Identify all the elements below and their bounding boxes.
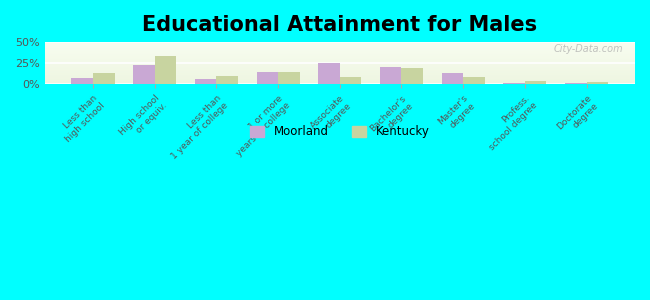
Bar: [45, 44, 635, 45]
Bar: [72, 78, 93, 84]
Bar: [155, 56, 176, 84]
Bar: [216, 76, 238, 84]
Bar: [380, 68, 402, 84]
Bar: [340, 77, 361, 84]
Bar: [45, 61, 635, 62]
Bar: [45, 83, 635, 84]
Bar: [45, 51, 635, 52]
Bar: [45, 78, 635, 79]
Bar: [45, 48, 635, 49]
Bar: [45, 79, 635, 80]
Bar: [441, 73, 463, 84]
Bar: [565, 83, 586, 84]
Bar: [503, 83, 525, 84]
Bar: [45, 50, 635, 51]
Legend: Moorland, Kentucky: Moorland, Kentucky: [245, 121, 434, 143]
Bar: [45, 65, 635, 66]
Bar: [45, 64, 635, 65]
Text: City-Data.com: City-Data.com: [554, 44, 623, 54]
Bar: [45, 76, 635, 77]
Bar: [45, 63, 635, 64]
Bar: [45, 53, 635, 54]
Bar: [45, 57, 635, 58]
Bar: [45, 75, 635, 76]
Bar: [45, 66, 635, 67]
Bar: [45, 67, 635, 68]
Bar: [45, 60, 635, 61]
Bar: [45, 42, 635, 43]
Bar: [45, 43, 635, 44]
Bar: [525, 81, 547, 84]
Bar: [45, 52, 635, 53]
Bar: [45, 68, 635, 69]
Bar: [402, 68, 423, 84]
Bar: [195, 79, 216, 84]
Bar: [45, 71, 635, 72]
Bar: [45, 80, 635, 81]
Bar: [45, 81, 635, 82]
Bar: [45, 45, 635, 46]
Bar: [45, 74, 635, 75]
Bar: [257, 72, 278, 84]
Bar: [45, 47, 635, 48]
Bar: [45, 58, 635, 59]
Bar: [45, 59, 635, 60]
Bar: [45, 56, 635, 57]
Bar: [45, 70, 635, 71]
Bar: [45, 72, 635, 73]
Title: Educational Attainment for Males: Educational Attainment for Males: [142, 15, 538, 35]
Bar: [133, 65, 155, 84]
Bar: [45, 62, 635, 63]
Bar: [93, 73, 114, 84]
Bar: [45, 77, 635, 78]
Bar: [45, 46, 635, 47]
Bar: [278, 72, 300, 84]
Bar: [45, 54, 635, 55]
Bar: [45, 49, 635, 50]
Bar: [45, 82, 635, 83]
Bar: [318, 63, 340, 84]
Bar: [463, 77, 485, 84]
Bar: [586, 82, 608, 84]
Bar: [45, 69, 635, 70]
